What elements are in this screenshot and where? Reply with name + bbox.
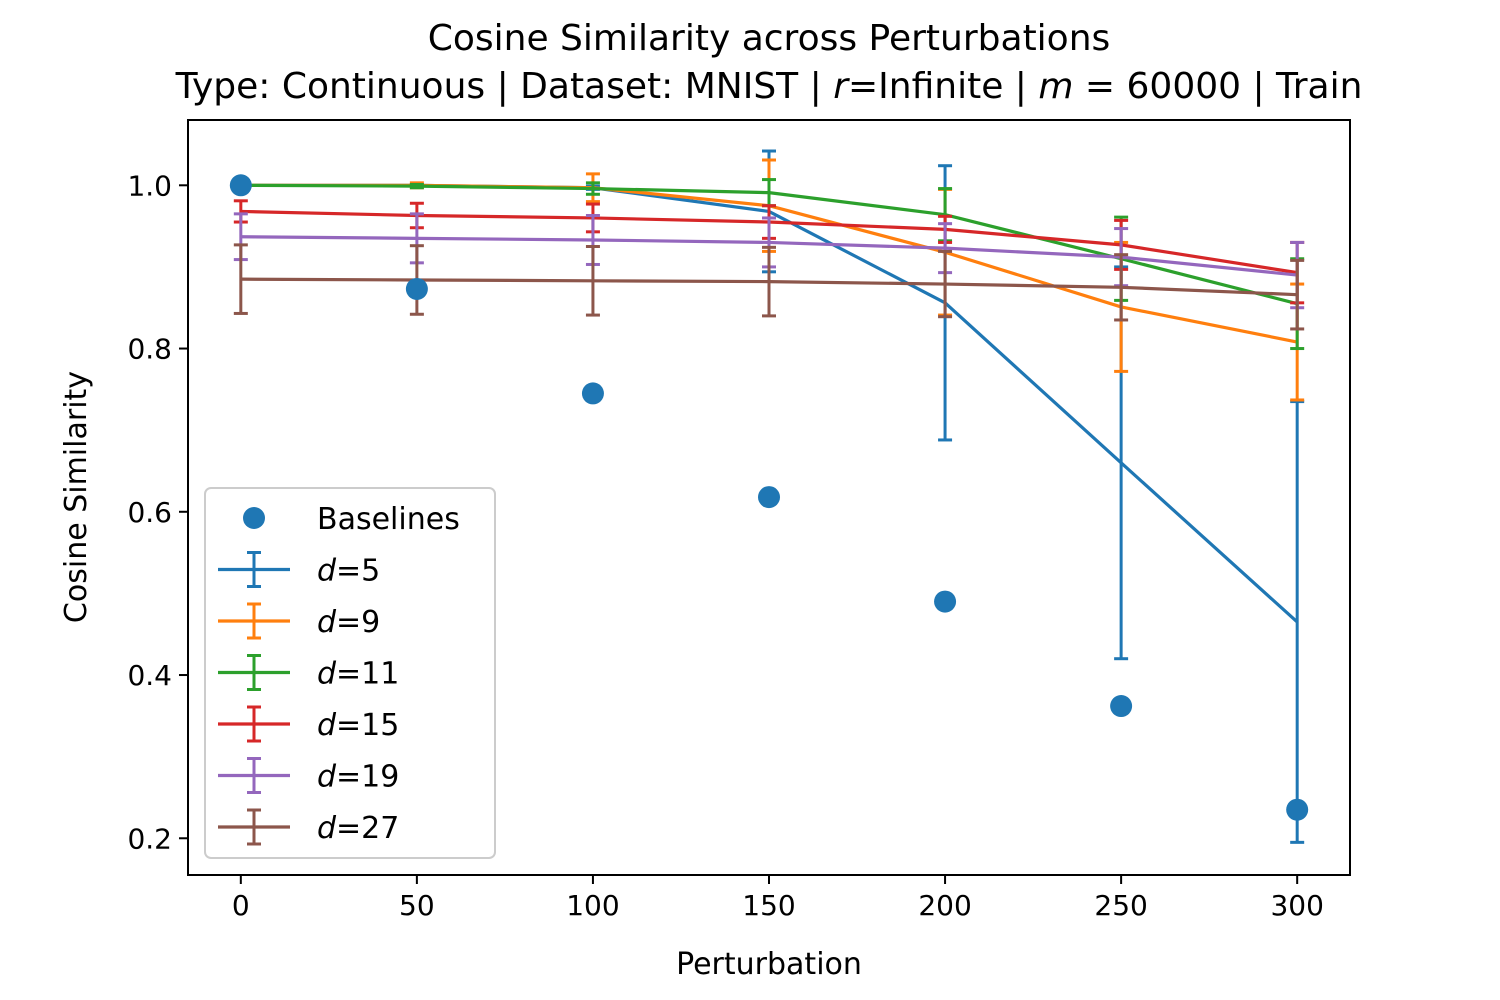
x-tick-label: 100 bbox=[566, 889, 619, 922]
subtitle-m-var: m bbox=[1038, 66, 1073, 107]
baseline-point bbox=[581, 382, 604, 405]
legend-var: d bbox=[317, 708, 337, 743]
legend-label-d19: d=19 bbox=[317, 760, 399, 795]
legend-label-baselines: Baselines bbox=[317, 502, 460, 537]
baseline-point bbox=[1110, 695, 1133, 718]
subtitle-r-var: r bbox=[833, 66, 850, 107]
legend-label-d9: d=9 bbox=[317, 605, 380, 640]
baseline-point bbox=[758, 486, 780, 509]
legend-suffix: =11 bbox=[336, 657, 399, 692]
x-tick-label: 200 bbox=[918, 889, 971, 922]
series-baselines bbox=[229, 174, 1309, 821]
legend-box bbox=[204, 487, 496, 859]
chart-subtitle: Type: Continuous | Dataset: MNIST | r=In… bbox=[175, 66, 1363, 107]
legend-label-d11: d=11 bbox=[317, 657, 399, 692]
ticks-layer: 0 50 100 150 200 250 300 0.2 0.4 0.6 0.8 1.0 bbox=[127, 169, 1323, 922]
subtitle-m-value: = 60000 | Train bbox=[1073, 66, 1362, 107]
legend-var: d bbox=[317, 605, 337, 640]
y-tick-label: 0.4 bbox=[127, 659, 172, 692]
legend-label-d15: d=15 bbox=[317, 708, 399, 743]
legend-suffix: =27 bbox=[336, 811, 399, 846]
baseline-point bbox=[1286, 798, 1309, 821]
y-tick-label: 0.2 bbox=[127, 822, 172, 855]
y-tick-label: 1.0 bbox=[127, 169, 172, 202]
baseline-point bbox=[405, 277, 428, 300]
legend-label-d5: d=5 bbox=[317, 554, 380, 589]
subtitle-r-value: =Infinite | bbox=[848, 66, 1038, 107]
x-tick-label: 250 bbox=[1094, 889, 1147, 922]
legend-var: d bbox=[317, 760, 337, 795]
y-tick-label: 0.8 bbox=[127, 333, 172, 366]
y-axis-label: Cosine Similarity bbox=[59, 371, 94, 623]
x-tick-label: 0 bbox=[232, 889, 250, 922]
legend-marker-baselines bbox=[243, 507, 265, 529]
x-axis-label: Perturbation bbox=[676, 947, 862, 982]
legend-var: d bbox=[317, 657, 337, 692]
x-tick-label: 300 bbox=[1270, 889, 1323, 922]
series-d27 bbox=[233, 243, 1305, 331]
legend-suffix: =19 bbox=[336, 760, 399, 795]
plot-area bbox=[229, 149, 1309, 844]
legend-suffix: =15 bbox=[336, 708, 399, 743]
plot-frame bbox=[187, 119, 1351, 876]
legend-var: d bbox=[317, 554, 337, 589]
legend-suffix: =5 bbox=[336, 554, 380, 589]
x-tick-label: 150 bbox=[742, 889, 795, 922]
baseline-point bbox=[934, 590, 957, 613]
legend-label-d27: d=27 bbox=[317, 811, 399, 846]
x-tick-label: 50 bbox=[399, 889, 435, 922]
legend-suffix: =9 bbox=[336, 605, 380, 640]
legend-var: d bbox=[317, 811, 337, 846]
baseline-point bbox=[229, 174, 252, 197]
y-tick-label: 0.6 bbox=[127, 496, 172, 529]
chart-title: Cosine Similarity across Perturbations bbox=[428, 18, 1111, 59]
subtitle-prefix: Type: Continuous | Dataset: MNIST | bbox=[175, 66, 834, 107]
